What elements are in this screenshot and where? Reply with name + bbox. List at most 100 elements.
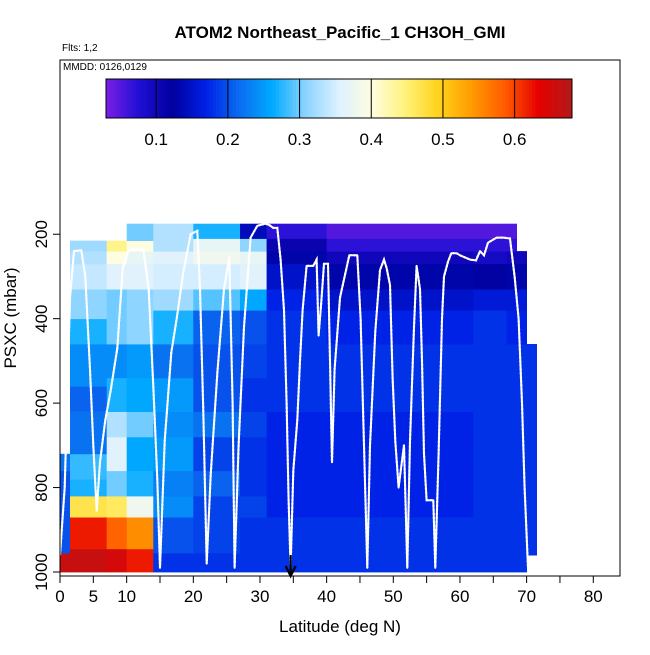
heatmap-cell-12-1: [516, 517, 527, 554]
y-tick-label-4: 1000: [32, 553, 51, 591]
colorbar-segment-69: [335, 79, 340, 118]
colorbar-segment-19: [169, 79, 174, 118]
colorbar-segment-10: [139, 79, 144, 118]
colorbar-segment-48: [265, 79, 270, 118]
heatmap-cell-4-3: [153, 470, 194, 497]
heatmap-cell-12-7: [516, 344, 527, 379]
heatmap-cell-3-2: [126, 496, 154, 518]
colorbar-segment-137: [562, 79, 566, 118]
colorbar-segment-80: [372, 79, 377, 118]
heatmap-cell-9-4: [406, 436, 474, 472]
heatmap-cell-10-1: [473, 517, 507, 554]
heatmap-cell-7-1: [266, 517, 327, 554]
colorbar-segment-40: [239, 79, 243, 118]
colorbar-tick-label-3: 0.4: [359, 130, 383, 149]
colorbar-segment-113: [482, 79, 486, 118]
heatmap-cell-9-13: [406, 223, 474, 239]
colorbar-segment-122: [512, 79, 516, 118]
heatmap-cell-5-13: [193, 223, 241, 239]
colorbar-segment-139: [568, 79, 573, 118]
colorbar-segment-81: [375, 79, 380, 118]
heatmap-cell-12-3: [516, 470, 527, 497]
colorbar-segment-132: [545, 79, 550, 118]
colorbar-segment-59: [302, 79, 307, 118]
heatmap-cell-6-3: [240, 470, 268, 497]
flight-track-line: [59, 222, 529, 569]
colorbar-segment-89: [402, 79, 407, 118]
heatmap-cell-3-7: [126, 344, 154, 379]
colorbar-segment-45: [255, 79, 260, 118]
colorbar-segment-31: [209, 79, 214, 118]
colorbar-segment-86: [392, 79, 397, 118]
heatmap-cell-2-7: [106, 344, 128, 379]
colorbar-segment-27: [195, 79, 200, 118]
colorbar-frame: [105, 78, 573, 119]
heatmap-cell-11-1: [506, 517, 517, 554]
heatmap-cell-3-12: [126, 223, 154, 241]
colorbar-segment-104: [452, 79, 456, 118]
colorbar-tick-label-4: 0.5: [431, 130, 455, 149]
heatmap-cell-6-6: [240, 377, 268, 412]
heatmap-cell-12-8: [516, 310, 527, 345]
heatmap-cell-8-3: [326, 470, 407, 497]
x-tick-label-6: 50: [384, 587, 403, 606]
colorbar-segment-5: [122, 79, 127, 118]
colorbar-segment-130: [538, 79, 543, 118]
heatmap-cell-7-11: [266, 251, 327, 265]
colorbar-segment-39: [235, 79, 240, 118]
colorbar-segment-67: [329, 79, 333, 118]
colorbar-segment-37: [229, 79, 233, 118]
colorbar-segment-127: [528, 79, 533, 118]
heatmap-cell-4-6: [153, 377, 194, 412]
y-tick-label-0: 200: [32, 220, 51, 248]
heatmap-cell-6-2: [240, 496, 268, 518]
heatmap-cell-7-4: [266, 436, 327, 472]
colorbar-segment-100: [438, 79, 443, 118]
colorbar-segment-88: [398, 79, 403, 118]
colorbar-segment-26: [192, 79, 197, 118]
colorbar-segment-90: [405, 79, 410, 118]
colorbar-segment-119: [502, 79, 506, 118]
heatmap-cell-9-9: [406, 289, 474, 311]
heatmap-cell-8-9: [326, 289, 407, 311]
heatmap-cell-13-6: [526, 344, 537, 379]
colorbar-segment-56: [292, 79, 297, 118]
colorbar-segment-57: [295, 79, 300, 118]
heatmap-cell-7-3: [266, 470, 327, 497]
colorbar-segment-38: [232, 79, 237, 118]
heatmap-cell-5-10: [193, 263, 241, 290]
colorbar-segment-12: [145, 79, 150, 118]
heatmap-cell-8-13: [326, 223, 407, 239]
heatmap-cell-11-13: [506, 223, 517, 239]
colorbar-segment-108: [465, 79, 470, 118]
colorbar-segment-96: [425, 79, 430, 118]
heatmap-cell-1-1: [70, 517, 108, 550]
heatmap-cell-10-13: [473, 223, 507, 239]
heatmap-cell-13-5: [526, 377, 537, 412]
colorbar-segment-29: [202, 79, 207, 118]
colorbar-segment-18: [165, 79, 170, 118]
x-tick-label-7: 60: [450, 587, 469, 606]
colorbar-segment-73: [348, 79, 353, 118]
heatmap-cell-9-3: [406, 470, 474, 497]
colorbar-segment-71: [342, 79, 347, 118]
colorbar-segment-111: [475, 79, 480, 118]
colorbar-segment-101: [442, 79, 447, 118]
heatmap-cell-7-6: [266, 377, 327, 412]
heatmap-cell-11-2: [506, 496, 517, 518]
colorbar-segment-83: [382, 79, 387, 118]
heatmap-cell-7-0: [266, 553, 327, 573]
heatmap-cell-5-1: [193, 517, 241, 554]
heatmap-cell-7-12: [266, 238, 327, 252]
heatmap-cell-2-4: [106, 436, 128, 472]
heatmap-cell-10-8: [473, 310, 507, 345]
heatmap-cell-3-11: [126, 240, 154, 252]
colorbar-segment-110: [472, 79, 476, 118]
heatmap-cell-4-0: [153, 553, 194, 573]
heatmap-cell-2-11: [106, 240, 128, 252]
heatmap-cell-6-12: [240, 238, 268, 252]
heatmap-cell-12-0: [516, 553, 527, 573]
x-tick-label-4: 30: [251, 587, 270, 606]
colorbar-segment-25: [189, 79, 194, 118]
